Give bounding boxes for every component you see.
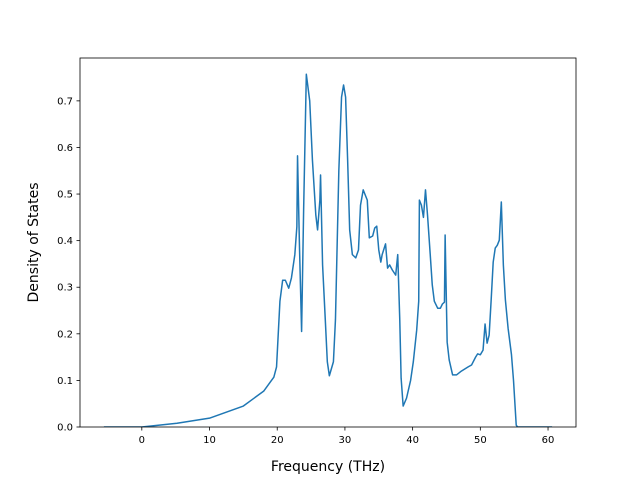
x-tick-label: 30 [339,435,352,446]
y-tick-label: 0.2 [57,329,73,340]
x-tick-label: 0 [139,435,145,446]
y-tick-label: 0.0 [57,423,73,434]
y-tick-label: 0.5 [57,190,73,201]
x-tick-label: 60 [542,435,555,446]
x-tick-label: 50 [474,435,487,446]
y-tick-label: 0.3 [57,283,73,294]
x-axis-label: Frequency (THz) [271,459,385,475]
y-axis-label: Density of States [26,183,42,303]
y-tick-label: 0.6 [57,143,73,154]
x-tick-label: 20 [271,435,284,446]
x-tick-label: 10 [203,435,216,446]
line-series [103,73,553,427]
y-tick-label: 0.1 [57,376,73,387]
x-tick-label: 40 [406,435,419,446]
plot-frame [79,57,577,428]
y-tick-label: 0.7 [57,96,73,107]
y-tick-label: 0.4 [57,236,73,247]
